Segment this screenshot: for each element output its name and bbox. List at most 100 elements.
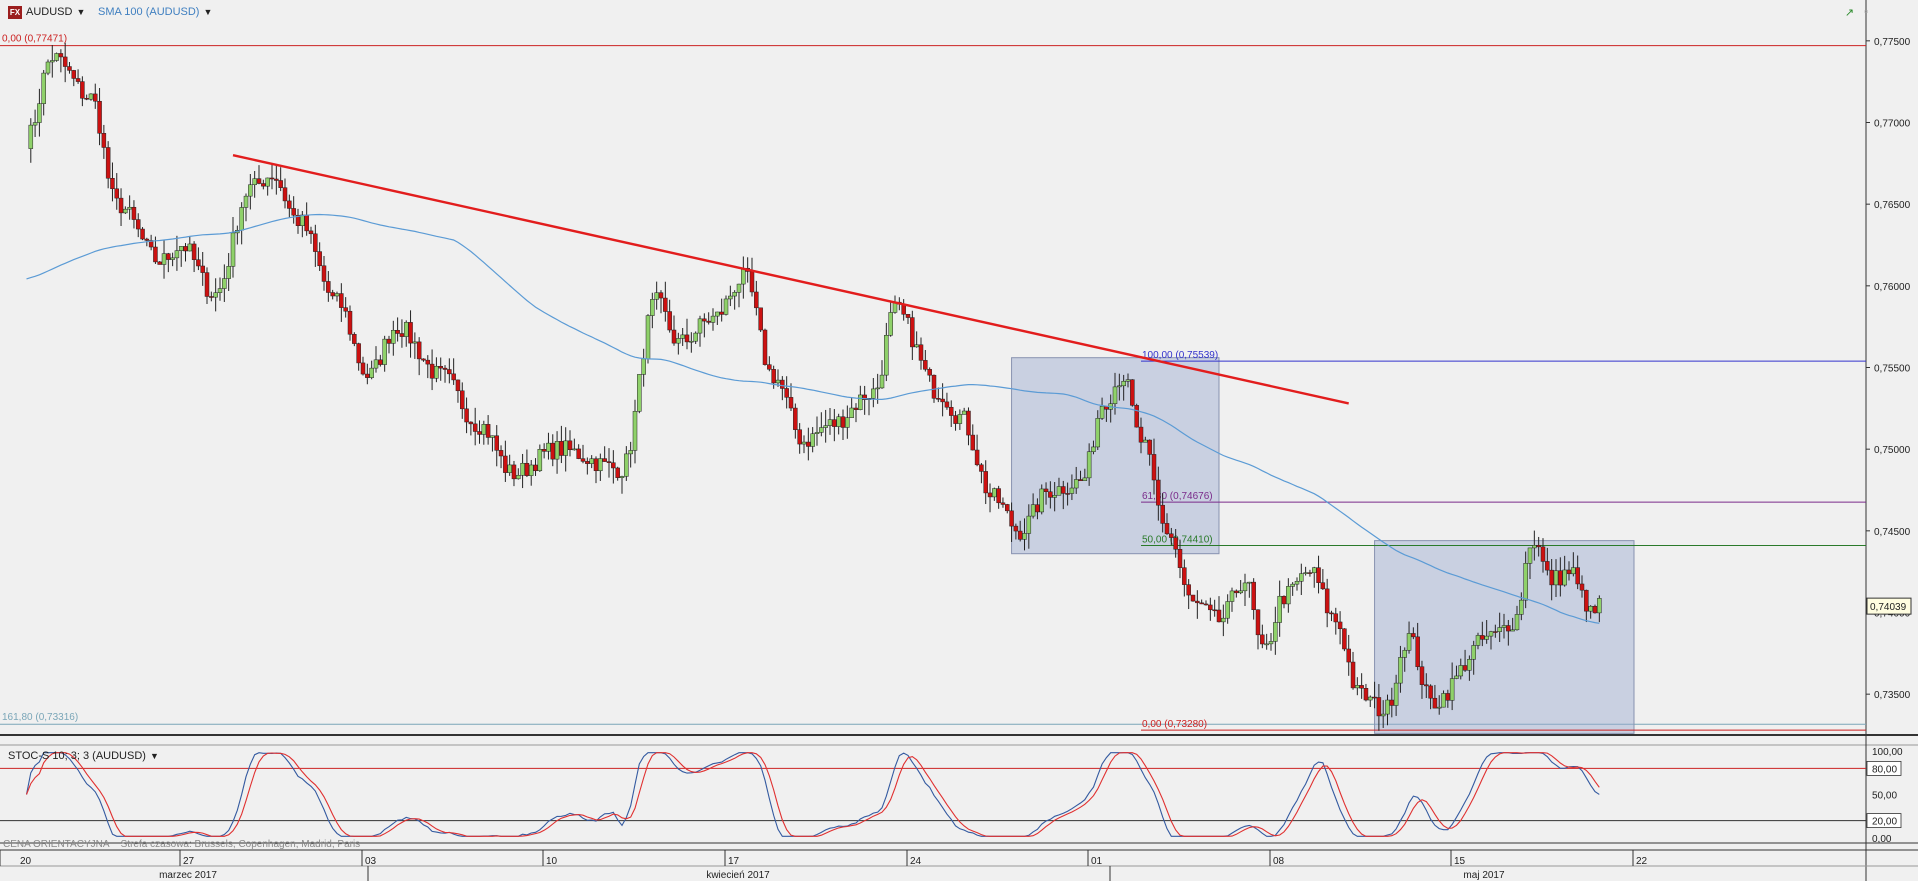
candle-body (1195, 600, 1200, 604)
chevron-down-icon[interactable]: ▼ (76, 7, 86, 17)
candle-body (953, 415, 958, 424)
candle-body (330, 292, 335, 297)
candle-body (936, 398, 941, 400)
candle-body (1532, 545, 1537, 549)
candle-body (1597, 598, 1602, 614)
candle-body (1553, 570, 1559, 586)
candle-body (1186, 584, 1191, 596)
candle-body (801, 441, 807, 445)
candle-body (75, 78, 81, 82)
candle-body (317, 251, 322, 267)
candle-body (1320, 582, 1326, 590)
timezone-label: Strefa czasowa: Brussels, Copenhagen, Ma… (120, 839, 361, 850)
x-month-label: kwiecień 2017 (706, 870, 770, 881)
candle-body (1260, 634, 1265, 645)
chevron-down-icon[interactable]: ▼ (203, 7, 213, 17)
candle-body (1190, 594, 1196, 602)
stoch-level-box (1866, 761, 1902, 776)
candle-body (974, 449, 980, 466)
candle-body (775, 379, 781, 384)
candle-body (1073, 479, 1079, 489)
candle-body (754, 291, 759, 309)
candle-body (1493, 631, 1498, 633)
candle-body (178, 246, 184, 251)
symbol-selector[interactable]: FX AUDUSD ▼ (8, 4, 85, 20)
candle-body (45, 61, 51, 74)
candle-body (256, 178, 262, 184)
trend-arrow-icon[interactable]: ↗ (1844, 7, 1855, 19)
candle-body (1324, 588, 1330, 614)
candle-body (819, 427, 824, 433)
indicator-selector[interactable]: SMA 100 (AUDUSD) ▼ (98, 4, 212, 20)
candle-body (1065, 493, 1070, 495)
candle-body (1566, 569, 1572, 575)
candle-body (1026, 515, 1032, 534)
candle-body (1506, 625, 1511, 632)
candle-body (1368, 696, 1373, 701)
candle-body (1579, 583, 1585, 591)
candle-body (339, 293, 344, 308)
candle-body (593, 458, 599, 472)
candle-body (1454, 675, 1459, 679)
window-icon[interactable]: ▫ (1864, 6, 1868, 18)
candle-body (213, 292, 218, 298)
candle-body (451, 373, 456, 381)
candle-body (927, 369, 932, 376)
last-price-box (1866, 597, 1912, 615)
candle-body (1311, 567, 1317, 574)
candle-body (1571, 567, 1576, 575)
candle-body (243, 195, 249, 208)
candle-body (300, 214, 305, 226)
candle-body (628, 450, 633, 455)
candle-body (528, 464, 534, 476)
candle-body (914, 344, 919, 348)
indicator-label: SMA 100 (AUDUSD) (98, 6, 200, 18)
candle-body (1372, 696, 1377, 699)
candle-body (114, 188, 119, 199)
stoch-d-line (25, 752, 1600, 837)
candle-body (910, 317, 915, 348)
candle-body (1125, 379, 1131, 382)
y-tick-label: 0,75500 (1874, 364, 1911, 375)
candle-body (1294, 581, 1300, 585)
candle-body (347, 310, 353, 335)
candle-body (554, 441, 560, 460)
stoch-scale-label: 100,00 (1872, 747, 1903, 758)
candle-body (602, 458, 607, 462)
candle-body (806, 441, 811, 447)
candle-body (1419, 666, 1425, 685)
candle-body (1082, 477, 1088, 481)
stoch-scale-label: 80,00 (1872, 764, 1897, 775)
candle-body (97, 100, 102, 134)
chevron-down-icon[interactable]: ▼ (149, 751, 159, 761)
candle-body (749, 271, 755, 293)
candle-body (209, 296, 214, 298)
candle-body (797, 429, 802, 445)
candle-body (1406, 633, 1412, 651)
candle-body (767, 364, 772, 370)
candle-body (1061, 486, 1066, 494)
candle-body (1316, 567, 1321, 583)
candle-body (1225, 601, 1230, 619)
candle-body (905, 314, 911, 318)
candle-body (425, 359, 431, 365)
candle-body (222, 278, 227, 289)
candle-body (1048, 491, 1053, 498)
candle-body (632, 411, 638, 451)
fx-badge-icon: FX (8, 5, 22, 19)
candle-body (1086, 451, 1092, 479)
candle-body (546, 442, 551, 452)
candle-body (1017, 530, 1023, 540)
candle-body (762, 329, 768, 365)
candle-body (940, 398, 945, 403)
candle-body (853, 407, 859, 410)
x-tick-label: 10 (546, 856, 558, 867)
candle-body (494, 435, 499, 451)
candle-body (1575, 567, 1580, 585)
candle-body (1536, 545, 1541, 548)
candle-body (1458, 665, 1464, 677)
candle-body (606, 461, 612, 463)
candle-body (1035, 504, 1040, 513)
oscillator-selector[interactable]: STOC-S 10; 3; 3 (AUDUSD) ▼ (8, 748, 159, 764)
